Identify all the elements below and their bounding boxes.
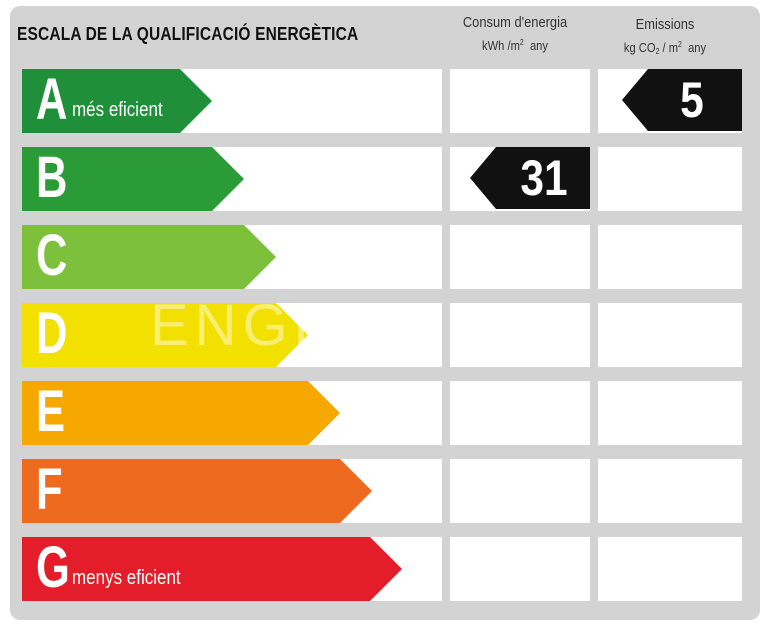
rating-letter: D bbox=[36, 301, 68, 366]
emissions-label: Emissions bbox=[635, 16, 695, 33]
emissions-cell bbox=[598, 459, 742, 523]
emissions-column-header: Emissions kg CO2 / m2 any bbox=[601, 15, 730, 62]
consumption-cell bbox=[450, 225, 590, 289]
emissions-cell bbox=[598, 225, 742, 289]
rating-arrow-c: C bbox=[22, 225, 276, 289]
emissions-unit: kg CO2 / m2 any bbox=[623, 40, 707, 56]
consumption-cell bbox=[450, 69, 590, 133]
emissions-cell bbox=[598, 303, 742, 367]
consumption-value-marker: 31 bbox=[470, 147, 590, 209]
rating-letter: A bbox=[36, 67, 68, 132]
rating-arrow-e: E bbox=[22, 381, 340, 445]
consumption-cell bbox=[450, 459, 590, 523]
emissions-cell bbox=[598, 537, 742, 601]
rating-arrow-d: D bbox=[22, 303, 308, 367]
consumption-value: 31 bbox=[520, 150, 568, 206]
rating-description: menys eficient bbox=[72, 567, 181, 589]
consumption-label: Consum d'energia bbox=[462, 14, 568, 31]
emissions-value: 5 bbox=[680, 72, 704, 128]
emissions-cell bbox=[598, 147, 742, 211]
consumption-cell bbox=[450, 303, 590, 367]
consumption-unit: kWh /m2 any bbox=[482, 38, 548, 53]
consumption-column-header: Consum d'energia kWh /m2 any bbox=[451, 13, 580, 56]
rating-letter: F bbox=[36, 457, 63, 522]
consumption-cell bbox=[450, 537, 590, 601]
watermark: ENGE bbox=[150, 293, 339, 358]
rating-letter: C bbox=[36, 223, 68, 288]
rating-arrow-b: B bbox=[22, 147, 244, 211]
label-title: ESCALA DE LA QUALIFICACIÓ ENERGÈTICA bbox=[17, 24, 359, 44]
rating-letter: G bbox=[36, 535, 70, 600]
consumption-cell bbox=[450, 381, 590, 445]
emissions-cell bbox=[598, 381, 742, 445]
rating-description: més eficient bbox=[72, 99, 163, 121]
emissions-value-marker: 5 bbox=[622, 69, 742, 131]
rating-arrow-f: F bbox=[22, 459, 372, 523]
rating-letter: E bbox=[36, 379, 66, 444]
rating-letter: B bbox=[36, 145, 68, 210]
